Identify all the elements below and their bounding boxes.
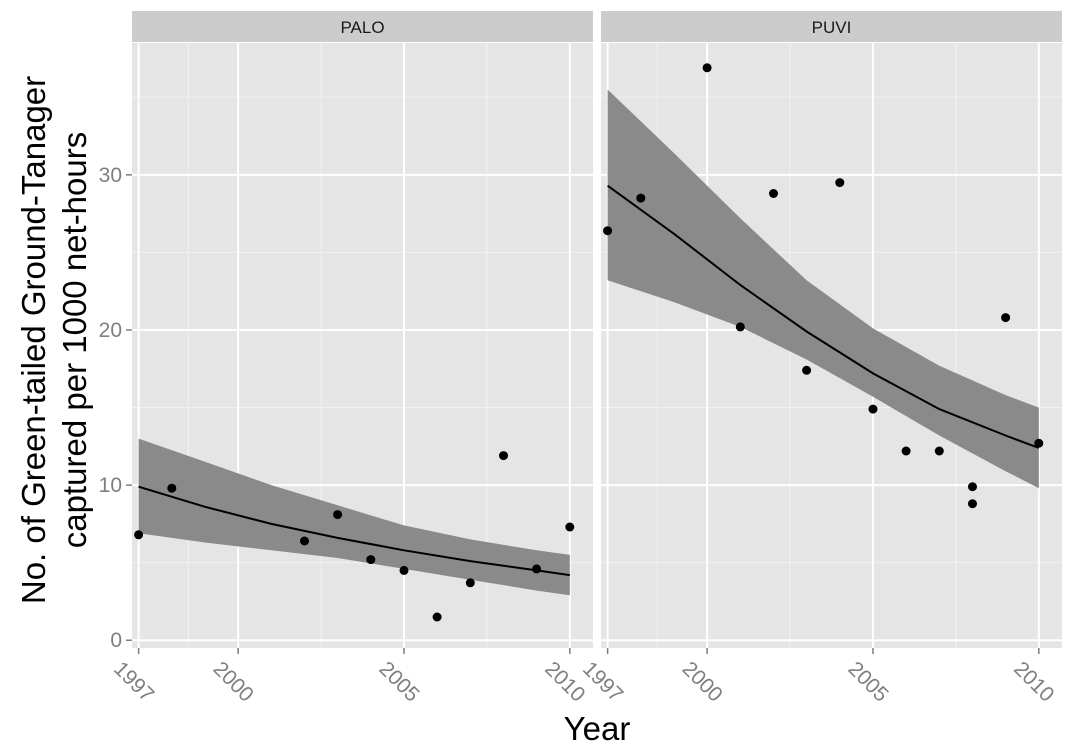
data-point [1001, 313, 1011, 323]
data-point [802, 365, 812, 375]
data-point [333, 510, 343, 520]
data-point [499, 451, 508, 461]
data-point [432, 612, 442, 622]
data-point [366, 555, 376, 565]
confidence-ribbon-palo [138, 438, 570, 596]
data-point [565, 522, 575, 532]
fit-line-puvi [607, 184, 1040, 449]
x-axis-title: Year [564, 710, 631, 744]
strip-label-puvi: PUVI [812, 18, 852, 37]
confidence-ribbon-puvi [607, 89, 1039, 489]
data-point [868, 404, 878, 414]
x-tick-label: 1997 [109, 657, 158, 706]
x-tick-label: 1997 [578, 657, 627, 706]
x-tick-label: 2010 [540, 657, 589, 706]
data-point [968, 482, 977, 492]
data-point [399, 565, 409, 575]
data-point [901, 446, 911, 456]
data-point [968, 499, 977, 509]
data-point [532, 564, 542, 574]
y-tick-label: 20 [99, 319, 122, 342]
x-tick-label: 2000 [678, 657, 727, 706]
y-axis-title-line1: No. of Green-tailed Ground-Tanager [15, 76, 52, 604]
y-tick-label: 30 [99, 164, 122, 187]
x-tick-label: 2000 [209, 657, 258, 706]
data-point [934, 446, 944, 456]
data-point [465, 578, 475, 588]
data-point [835, 178, 845, 188]
strip-label-palo: PALO [340, 18, 384, 37]
y-axis-title-line2: captured per 1000 net-hours [56, 132, 93, 548]
panel-palo: PALO 1997 2000 2005 2010 [109, 11, 593, 707]
data-point [603, 226, 613, 236]
data-point [769, 189, 778, 198]
y-tick-label: 0 [110, 629, 122, 652]
panel-puvi: PUVI 1997 2000 2005 2010 [578, 11, 1062, 707]
data-point [167, 483, 177, 493]
data-point [1034, 438, 1044, 448]
data-point [134, 530, 144, 540]
x-tick-label: 2010 [1009, 657, 1058, 706]
data-point [735, 322, 745, 332]
data-point [300, 536, 309, 546]
data-point [702, 63, 712, 73]
fit-line-palo [138, 485, 570, 577]
strip-puvi [601, 11, 1062, 42]
x-tick-label: 2005 [843, 657, 892, 706]
y-axis: 0 10 20 30 [99, 164, 132, 652]
strip-palo [132, 11, 593, 42]
y-tick-label: 10 [99, 474, 122, 497]
data-point [636, 193, 646, 203]
x-tick-label: 2005 [374, 657, 423, 706]
